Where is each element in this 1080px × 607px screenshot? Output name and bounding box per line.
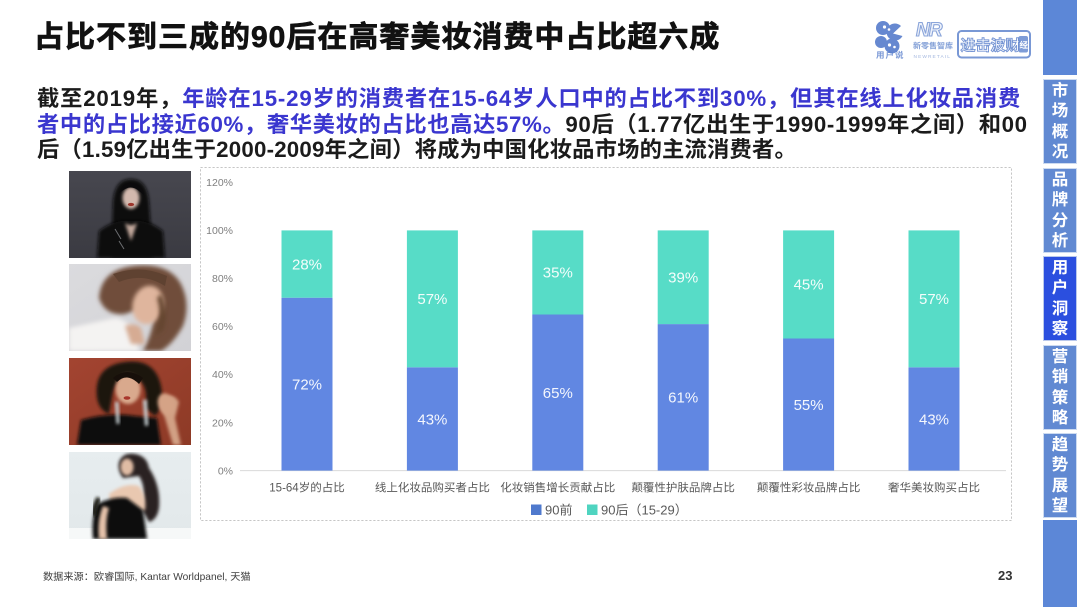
svg-text:100%: 100% — [206, 225, 233, 237]
svg-text:72%: 72% — [292, 376, 322, 393]
svg-text:65%: 65% — [543, 385, 573, 402]
svg-text:0%: 0% — [218, 465, 233, 477]
svg-text:39%: 39% — [668, 270, 698, 287]
svg-text:进击波财: 进击波财 — [961, 38, 1021, 55]
svg-text:20%: 20% — [212, 417, 233, 429]
svg-text:57%: 57% — [417, 291, 447, 308]
svg-text:35%: 35% — [543, 265, 573, 282]
svg-text:90前: 90前 — [545, 503, 572, 518]
svg-text:化妆销售增长贡献占比: 化妆销售增长贡献占比 — [500, 482, 615, 495]
svg-text:颠覆性护肤品牌占比: 颠覆性护肤品牌占比 — [631, 482, 735, 495]
svg-text:55%: 55% — [794, 397, 824, 414]
svg-text:61%: 61% — [668, 390, 698, 407]
svg-text:43%: 43% — [919, 411, 949, 428]
svg-text:120%: 120% — [206, 177, 233, 189]
svg-text:45%: 45% — [794, 277, 824, 294]
svg-text:颠覆性彩妆品牌占比: 颠覆性彩妆品牌占比 — [757, 482, 861, 495]
svg-text:NEWRETAIL: NEWRETAIL — [914, 54, 952, 60]
svg-text:用户说: 用户说 — [876, 50, 905, 60]
svg-text:43%: 43% — [417, 411, 447, 428]
svg-text:线上化妆品购买者占比: 线上化妆品购买者占比 — [375, 482, 490, 495]
svg-text:NR: NR — [916, 20, 943, 41]
svg-text:80%: 80% — [212, 273, 233, 285]
svg-text:新零售智库: 新零售智库 — [913, 42, 953, 51]
svg-text:28%: 28% — [292, 256, 322, 273]
svg-text:40%: 40% — [212, 369, 233, 381]
svg-text:60%: 60% — [212, 321, 233, 333]
svg-text:90后（15-29）: 90后（15-29） — [601, 503, 688, 518]
svg-text:57%: 57% — [919, 291, 949, 308]
svg-text:15-64岁的占比: 15-64岁的占比 — [269, 482, 344, 495]
svg-text:奢华美妆购买占比: 奢华美妆购买占比 — [888, 482, 980, 495]
svg-text:经: 经 — [1020, 40, 1029, 50]
